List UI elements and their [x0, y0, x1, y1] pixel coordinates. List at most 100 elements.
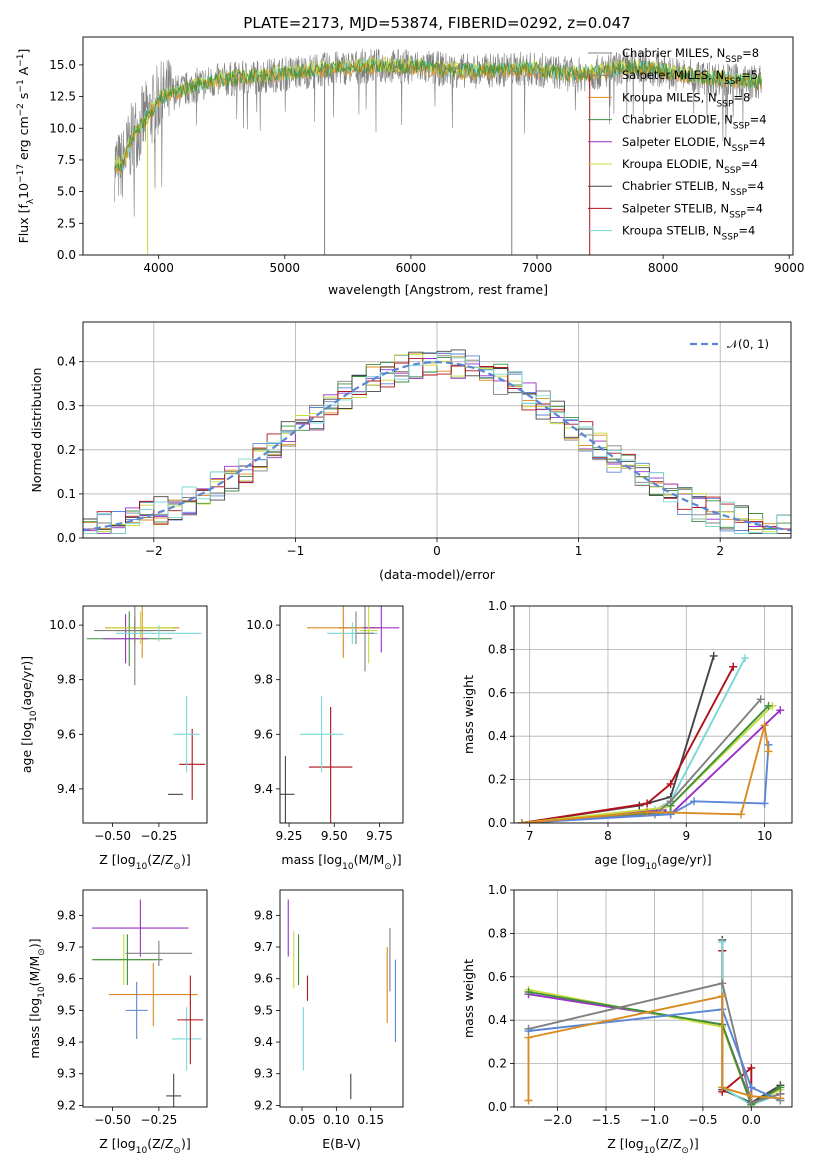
axes-frame	[513, 605, 793, 824]
y-tick-label: 9.4	[254, 782, 273, 796]
axes-frame	[513, 889, 793, 1108]
y-tick-label: 9.3	[254, 1067, 273, 1081]
figure-title: PLATE=2173, MJD=53874, FIBERID=0292, z=0…	[243, 14, 630, 32]
y-tick-label: 1.0	[488, 599, 507, 613]
weight-series-line	[528, 991, 781, 1107]
y-axis-label: mass weight	[461, 959, 476, 1038]
histogram-series	[83, 352, 791, 535]
x-tick-label: −1	[287, 544, 305, 558]
axes-weight-vs-Z: −2.0 −1.5 −1.0 −0.5 0.0 0.0 0.2 0.4 0.6 0.8 1.0 Z […	[461, 883, 793, 1156]
x-axis-label: Z [log10(Z/Z⊙)]	[99, 852, 190, 872]
spectrum-model-line	[114, 55, 762, 171]
legend-label: Chabrier STELIB, NSSP=4	[622, 179, 764, 198]
weight-series-point	[764, 701, 773, 710]
plot-area	[86, 606, 206, 800]
axes-frame	[82, 889, 208, 1108]
weight-series-point	[764, 747, 773, 756]
axes-frame	[82, 321, 792, 539]
plot-area	[114, 48, 762, 255]
plot-area	[92, 899, 204, 1107]
weight-series-line	[521, 657, 746, 823]
weight-series-point	[718, 979, 727, 988]
x-tick-label: 0.0	[742, 1113, 761, 1127]
y-tick-label: 10.0	[49, 121, 76, 135]
weight-series-point	[524, 987, 533, 996]
plot-area	[514, 606, 792, 823]
axes-residuals: −2 −1 0 1 2 0.0 0.1 0.2 0.3 0.4 (data-model)/error…	[29, 321, 792, 582]
legend-label: 𝒩(0, 1)	[727, 337, 769, 351]
weight-series-line	[528, 1008, 781, 1102]
weight-series-line	[521, 705, 774, 823]
axes-weight-vs-age: 7 8 9 10 0.0 0.2 0.4 0.6 0.8 1.0 age [log10(age/yr…	[461, 599, 793, 872]
y-tick-label: 0.4	[488, 729, 507, 743]
y-tick-label: 7.5	[57, 153, 76, 167]
y-tick-label: 10.0	[246, 618, 273, 632]
axes-age-vs-Z: −0.50 −0.25 9.4 9.6 9.8 10.0 Z [log10(Z/Z⊙)] ag…	[19, 605, 208, 872]
x-tick-label: 7	[526, 829, 534, 843]
y-tick-label: 9.7	[254, 940, 273, 954]
y-tick-label: 9.8	[254, 908, 273, 922]
x-tick-label: 8	[604, 829, 612, 843]
y-tick-label: 9.8	[57, 908, 76, 922]
axes-frame	[279, 605, 404, 824]
weight-series-point	[756, 695, 765, 704]
legend-label: Kroupa ELODIE, NSSP=4	[622, 157, 758, 176]
x-tick-label: −0.25	[140, 1113, 177, 1127]
x-axis-label: (data-model)/error	[379, 567, 496, 582]
weight-series-point	[718, 1083, 727, 1092]
histogram-series	[83, 349, 791, 535]
x-tick-label: 6000	[396, 261, 427, 275]
x-tick-label: −1.0	[640, 1113, 669, 1127]
weight-series-point	[760, 721, 769, 730]
axes-frame	[82, 36, 794, 256]
histogram-series	[83, 353, 791, 535]
legend-label: Kroupa STELIB, NSSP=4	[622, 224, 755, 243]
x-tick-label: 9000	[774, 261, 805, 275]
legend-label: Kroupa MILES, NSSP=8	[622, 90, 750, 109]
y-tick-label: 0.4	[488, 1013, 507, 1027]
axes-frame	[279, 889, 404, 1108]
y-tick-label: 2.5	[57, 216, 76, 230]
x-tick-label: 0.05	[289, 1113, 316, 1127]
y-tick-label: 9.3	[57, 1067, 76, 1081]
x-axis-label: wavelength [Angstrom, rest frame]	[328, 282, 548, 297]
weight-series-line	[521, 655, 715, 823]
y-tick-label: 9.6	[57, 727, 76, 741]
weight-series-point	[643, 799, 652, 808]
x-tick-label: 2	[716, 544, 724, 558]
weight-series-point	[737, 810, 746, 819]
x-tick-label: 5000	[270, 261, 301, 275]
y-tick-label: 0.0	[57, 531, 76, 545]
x-tick-label: 9.25	[276, 829, 303, 843]
y-tick-label: 0.2	[57, 443, 76, 457]
y-tick-label: 0.0	[488, 816, 507, 830]
weight-series-point	[747, 1083, 756, 1092]
weight-series-line	[521, 705, 770, 823]
y-tick-label: 9.5	[57, 1003, 76, 1017]
x-tick-label: −0.5	[688, 1113, 717, 1127]
weight-series-line	[521, 666, 735, 823]
weight-series-point	[524, 1033, 533, 1042]
weight-series-point	[709, 651, 718, 660]
x-axis-label: age [log10(age/yr)]	[594, 852, 711, 872]
x-axis-label: Z [log10(Z/Z⊙)]	[607, 1136, 698, 1156]
x-tick-label: 8000	[648, 261, 679, 275]
weight-series-line	[527, 995, 781, 1101]
weight-series-point	[747, 1063, 756, 1072]
y-tick-label: 9.8	[57, 673, 76, 687]
weight-series-line	[521, 709, 781, 823]
weight-series-line	[521, 725, 770, 823]
axes-age-vs-mass: 9.25 9.50 9.75 9.4 9.6 9.8 10.0 mass [log10(M/M…	[246, 605, 404, 872]
y-tick-label: 5.0	[57, 185, 76, 199]
x-tick-label: −0.50	[94, 829, 131, 843]
weight-series-point	[517, 819, 526, 823]
legend: Chabrier MILES, NSSP=8 Salpeter MILES, NS…	[588, 46, 767, 243]
y-axis-label: Normed distribution	[29, 368, 44, 493]
x-tick-label: 0	[433, 544, 441, 558]
x-tick-label: 10	[757, 829, 772, 843]
y-tick-label: 0.1	[57, 487, 76, 501]
weight-series-point	[776, 1094, 785, 1103]
x-tick-label: −0.50	[94, 1113, 131, 1127]
